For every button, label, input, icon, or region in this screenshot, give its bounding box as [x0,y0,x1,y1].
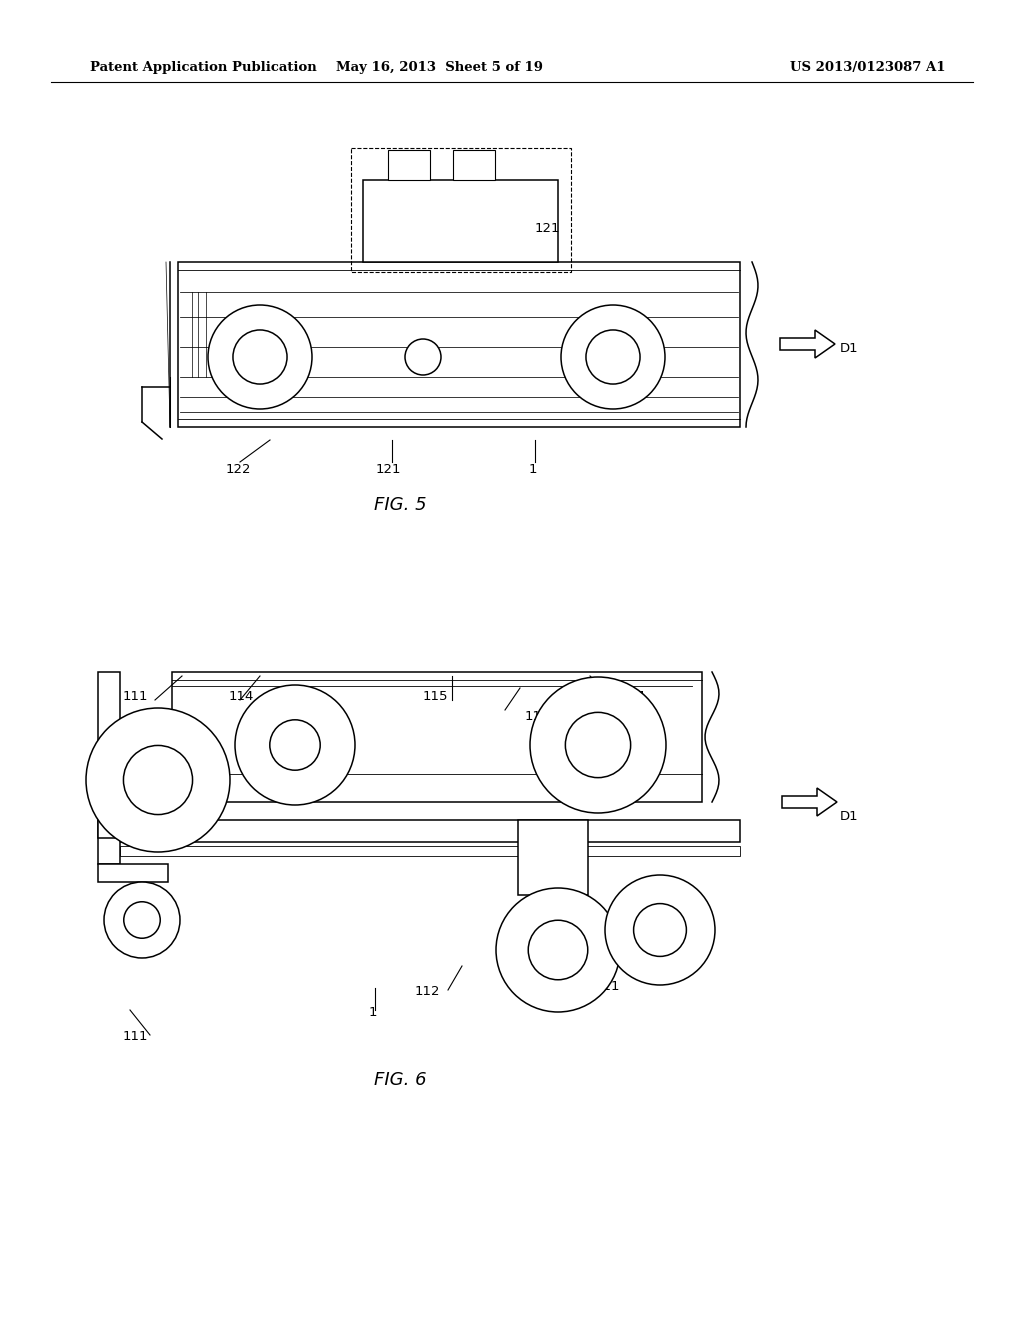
Circle shape [86,708,230,851]
Circle shape [605,875,715,985]
Text: FIG. 6: FIG. 6 [374,1071,426,1089]
Bar [98,865,168,882]
Text: 121: 121 [375,463,400,477]
Bar [98,770,168,838]
Text: 111: 111 [595,979,621,993]
Bar [362,180,558,261]
Bar [178,261,740,426]
Text: 1: 1 [369,1006,377,1019]
Circle shape [530,677,666,813]
Text: 115: 115 [423,690,449,704]
Bar [120,846,740,855]
Bar [98,672,120,865]
Text: 113: 113 [525,710,551,723]
Bar [388,150,430,180]
Text: D1: D1 [840,342,859,355]
Text: D1: D1 [840,810,859,822]
Text: 112: 112 [415,985,440,998]
Text: 122: 122 [225,463,251,477]
Circle shape [561,305,665,409]
Text: 111: 111 [622,690,647,704]
Circle shape [104,882,180,958]
Circle shape [406,339,441,375]
Text: 114: 114 [228,690,254,704]
Text: May 16, 2013  Sheet 5 of 19: May 16, 2013 Sheet 5 of 19 [337,62,544,74]
Text: 111: 111 [123,1030,148,1043]
Text: FIG. 5: FIG. 5 [374,496,426,513]
Bar [351,148,571,272]
Circle shape [496,888,620,1012]
Text: 121: 121 [535,222,560,235]
Text: 1: 1 [528,463,538,477]
Bar [172,672,702,803]
Bar [518,820,588,895]
Circle shape [234,685,355,805]
Circle shape [208,305,312,409]
Bar [453,150,495,180]
Bar [120,820,740,842]
Text: 111: 111 [123,690,148,704]
Text: US 2013/0123087 A1: US 2013/0123087 A1 [790,62,945,74]
Text: Patent Application Publication: Patent Application Publication [90,62,316,74]
